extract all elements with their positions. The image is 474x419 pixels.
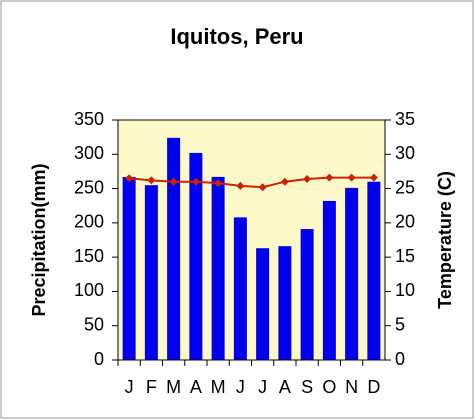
marker: [236, 181, 245, 190]
x-tick-label: F: [146, 377, 157, 397]
bar: [256, 248, 270, 360]
marker: [169, 177, 178, 186]
x-tick-label: A: [190, 377, 202, 397]
y2-tick-label: 0: [395, 349, 405, 369]
y-tick-label: 250: [74, 177, 104, 197]
y-axis-title: Precipitation(mm): [29, 163, 49, 316]
bar: [122, 176, 136, 360]
y2-tick-label: 10: [395, 280, 415, 300]
plot-border: [117, 119, 386, 361]
bar: [300, 229, 314, 360]
marker: [325, 173, 334, 182]
y2-tick-label: 15: [395, 246, 415, 266]
y2-tick-label: 25: [395, 177, 415, 197]
marker: [280, 177, 289, 186]
marker: [303, 174, 312, 183]
y-tick-label: 100: [74, 280, 104, 300]
bar: [345, 187, 359, 360]
plot-area: [118, 120, 385, 360]
x-tick-label: O: [322, 377, 336, 397]
y-tick-label: 350: [74, 109, 104, 129]
y2-tick-label: 30: [395, 143, 415, 163]
marker: [214, 179, 223, 188]
x-tick-label: A: [279, 377, 291, 397]
y-tick-label: 300: [74, 143, 104, 163]
x-tick-label: N: [345, 377, 358, 397]
y2-axis-title: Temperature (C): [435, 171, 455, 309]
y-tick-label: 50: [84, 314, 104, 334]
y-tick-label: 200: [74, 212, 104, 232]
bar: [322, 200, 336, 360]
x-tick-label: S: [301, 377, 313, 397]
x-tick-label: J: [236, 377, 245, 397]
y-tick-label: 150: [74, 246, 104, 266]
bar: [278, 246, 292, 360]
marker: [147, 176, 156, 185]
bar: [144, 185, 158, 360]
marker: [258, 183, 267, 192]
y2-tick-label: 5: [395, 314, 405, 334]
x-tick-label: J: [258, 377, 267, 397]
bar: [367, 181, 381, 360]
marker: [347, 173, 356, 182]
bar: [167, 137, 181, 360]
x-tick-label: M: [211, 377, 226, 397]
x-tick-label: J: [125, 377, 134, 397]
marker: [125, 174, 134, 183]
y2-tick-label: 35: [395, 109, 415, 129]
bar: [233, 217, 247, 360]
marker: [369, 173, 378, 182]
bar: [211, 176, 225, 360]
marker: [191, 177, 200, 186]
x-tick-label: D: [367, 377, 380, 397]
chart-title: Iquitos, Peru: [170, 24, 303, 49]
y2-tick-label: 20: [395, 212, 415, 232]
x-tick-label: M: [166, 377, 181, 397]
bar: [189, 152, 203, 360]
y-tick-label: 0: [94, 349, 104, 369]
